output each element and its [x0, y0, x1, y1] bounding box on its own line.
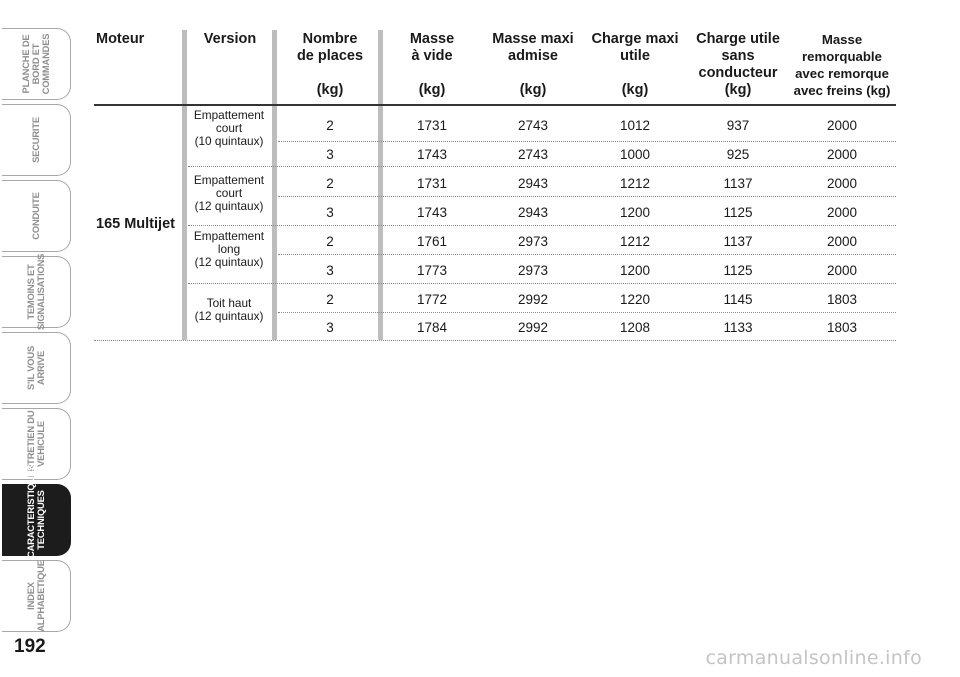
table-bottom-rule: [94, 340, 896, 341]
cell-charge-utile: 937: [726, 118, 750, 133]
cell-charge-utile: 1137: [723, 176, 753, 191]
cell-masse-vide: 1772: [416, 292, 448, 307]
tab-index[interactable]: INDEX ALPHABETIQUE: [2, 560, 71, 632]
cell-masse-remorquable: 1803: [826, 292, 858, 307]
cell-masse-remorquable: 2000: [826, 234, 858, 249]
row-rule: [278, 196, 896, 197]
cell-masse-vide: 1761: [416, 234, 448, 249]
cell-charge-utile: 1137: [723, 234, 753, 249]
cell-charge-maxi: 1208: [619, 320, 651, 335]
cell-masse-maxi: 2943: [517, 205, 549, 220]
tab-entretien[interactable]: ENTRETIEN DU VEHICULE: [2, 408, 71, 480]
cell-masse-maxi: 2743: [517, 118, 549, 133]
row-rule: [188, 166, 896, 167]
cell-charge-utile: 1145: [723, 292, 753, 307]
column-separator: [272, 30, 277, 340]
header-version: Version: [203, 31, 257, 47]
tab-label: S'IL VOUS ARRIVE: [25, 345, 46, 391]
cell-charge-utile: 1133: [723, 320, 753, 335]
tab-caracteristiques[interactable]: CARACTERISTIQUES TECHNIQUES: [2, 464, 71, 558]
tab-securite[interactable]: SECURITE: [2, 104, 71, 176]
cell-masse-remorquable: 1803: [826, 320, 858, 335]
header-masse-vide: Masse à vide (kg): [409, 31, 455, 98]
cell-places: 3: [326, 205, 334, 220]
cell-masse-maxi: 2992: [517, 320, 549, 335]
cell-masse-remorquable: 2000: [826, 176, 858, 191]
cell-masse-maxi: 2743: [517, 147, 549, 162]
version-label: Toit haut (12 quintaux): [194, 296, 264, 323]
cell-charge-utile: 1125: [723, 263, 753, 278]
tab-label: SECURITE: [30, 117, 41, 163]
cell-places: 2: [326, 176, 334, 191]
tab-label: CONDUITE: [30, 192, 41, 240]
cell-charge-maxi: 1200: [619, 263, 651, 278]
cell-places: 2: [326, 118, 334, 133]
page-number: 192: [14, 636, 46, 657]
row-rule: [188, 283, 896, 284]
cell-masse-maxi: 2943: [517, 176, 549, 191]
cell-charge-maxi: 1220: [619, 292, 651, 307]
version-label: Empattement court (12 quintaux): [193, 173, 265, 213]
cell-places: 3: [326, 320, 334, 335]
cell-masse-maxi: 2973: [517, 234, 549, 249]
version-label: Empattement court (10 quintaux): [193, 108, 265, 148]
section-tabs: PLANCHE DE BORD ET COMMANDES SECURITE CO…: [0, 0, 76, 640]
header-moteur: Moteur: [96, 31, 145, 47]
tab-label: PLANCHE DE BORD ET COMMANDES: [20, 33, 51, 95]
cell-masse-vide: 1743: [416, 147, 448, 162]
cell-places: 2: [326, 292, 334, 307]
tab-temoins[interactable]: TEMOINS ET SIGNALISATIONS: [2, 253, 71, 330]
cell-masse-vide: 1731: [416, 118, 448, 133]
tab-label: INDEX ALPHABETIQUE: [25, 560, 46, 632]
cell-places: 3: [326, 263, 334, 278]
header-rule: [94, 104, 896, 106]
header-masse-remorquable: Masse remorquable avec remorque avec fre…: [793, 32, 891, 98]
cell-places: 3: [326, 147, 334, 162]
tab-conduite[interactable]: CONDUITE: [2, 180, 71, 252]
row-rule: [278, 141, 896, 142]
tab-label: CARACTERISTIQUES TECHNIQUES: [25, 464, 46, 558]
cell-charge-maxi: 1212: [619, 176, 651, 191]
cell-masse-vide: 1743: [416, 205, 448, 220]
row-rule: [278, 312, 896, 313]
header-nombre-places: Nombre de places (kg): [296, 31, 364, 98]
cell-masse-vide: 1731: [416, 176, 448, 191]
cell-masse-vide: 1784: [416, 320, 448, 335]
cell-masse-remorquable: 2000: [826, 205, 858, 220]
header-masse-maxi: Masse maxi admise (kg): [492, 31, 574, 98]
cell-masse-vide: 1773: [416, 263, 448, 278]
engine-label: 165 Multijet: [96, 216, 175, 232]
cell-charge-utile: 925: [726, 147, 750, 162]
cell-masse-remorquable: 2000: [826, 263, 858, 278]
tab-planche-de-bord[interactable]: PLANCHE DE BORD ET COMMANDES: [2, 28, 71, 100]
tab-sil-vous-arrive[interactable]: S'IL VOUS ARRIVE: [2, 332, 71, 404]
cell-places: 2: [326, 234, 334, 249]
cell-charge-maxi: 1212: [619, 234, 651, 249]
cell-masse-remorquable: 2000: [826, 147, 858, 162]
cell-masse-maxi: 2973: [517, 263, 549, 278]
header-charge-utile: Charge utile sans conducteur (kg): [696, 31, 780, 98]
version-label: Empattement long (12 quintaux): [193, 229, 265, 269]
cell-charge-maxi: 1012: [619, 118, 651, 133]
tab-label: TEMOINS ET SIGNALISATIONS: [25, 253, 46, 330]
column-separator: [182, 30, 187, 340]
cell-charge-maxi: 1000: [619, 147, 651, 162]
header-charge-maxi: Charge maxi utile (kg): [591, 31, 679, 98]
cell-masse-maxi: 2992: [517, 292, 549, 307]
column-separator: [378, 30, 383, 340]
cell-charge-utile: 1125: [723, 205, 753, 220]
cell-masse-remorquable: 2000: [826, 118, 858, 133]
watermark: carmanualsonline.info: [705, 647, 922, 669]
row-rule: [188, 225, 896, 226]
cell-charge-maxi: 1200: [619, 205, 651, 220]
row-rule: [278, 254, 896, 255]
